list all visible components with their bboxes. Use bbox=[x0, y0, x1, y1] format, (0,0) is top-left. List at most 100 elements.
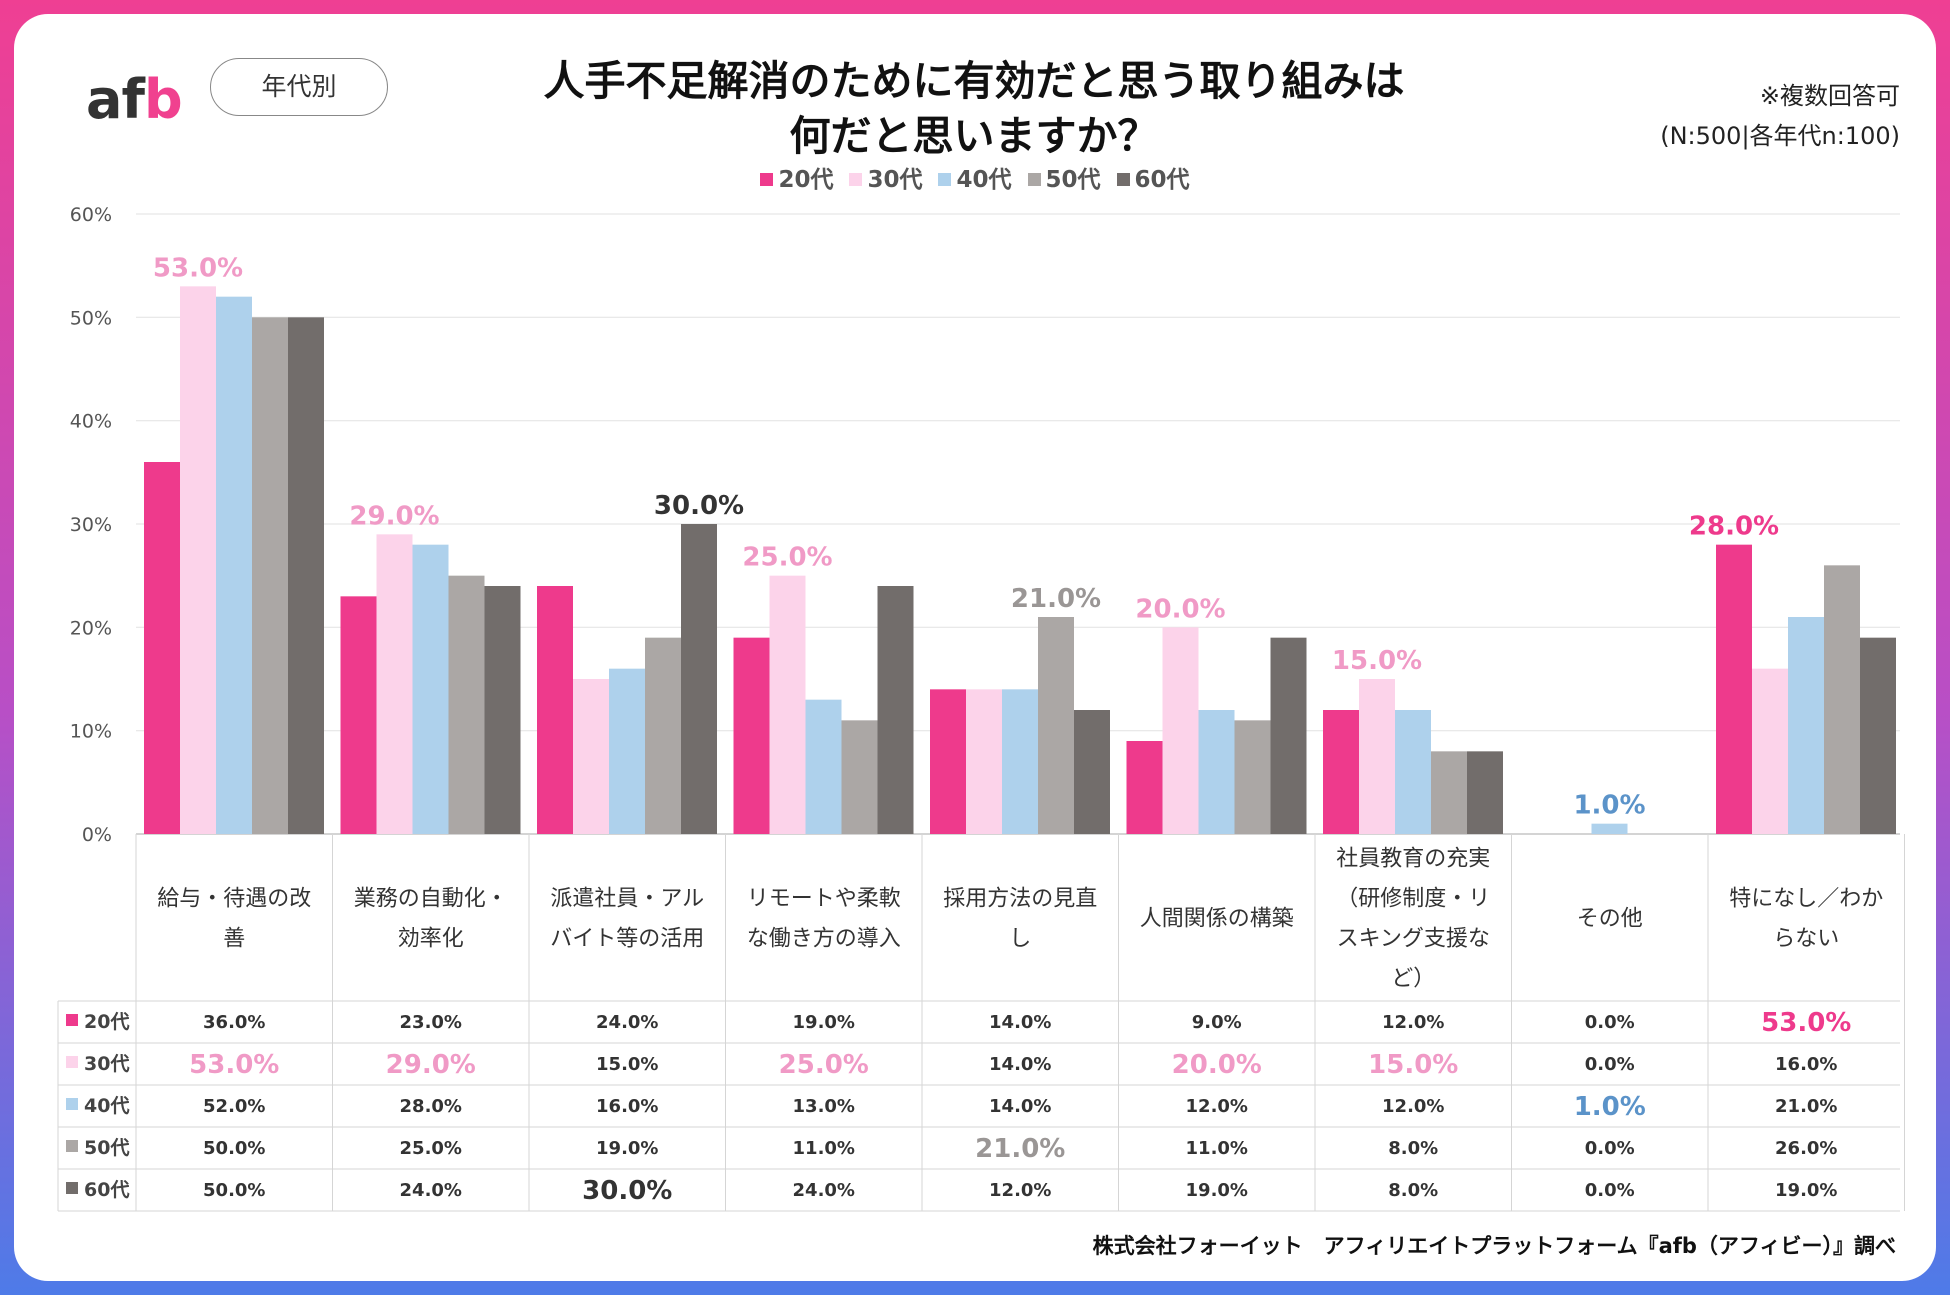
bar bbox=[1074, 710, 1110, 834]
bar bbox=[1591, 823, 1628, 834]
y-tick-label: 40% bbox=[70, 411, 112, 433]
category-label: 業務の自動化・ bbox=[354, 887, 508, 912]
row-swatch bbox=[66, 1056, 78, 1068]
table-cell: 52.0% bbox=[203, 1096, 265, 1117]
row-header: 20代 bbox=[84, 1011, 129, 1033]
row-swatch bbox=[66, 1098, 78, 1110]
legend-swatch bbox=[1116, 173, 1130, 186]
bar bbox=[252, 317, 288, 834]
table-cell: 19.0% bbox=[1186, 1180, 1248, 1201]
table-cell: 16.0% bbox=[596, 1096, 658, 1117]
table-cell: 28.0% bbox=[400, 1096, 462, 1117]
category-label: 採用方法の見直 bbox=[943, 887, 1097, 912]
afb-logo: afb bbox=[86, 68, 183, 131]
table-cell: 15.0% bbox=[1368, 1050, 1458, 1080]
category-label: その他 bbox=[1577, 907, 1643, 932]
bar bbox=[966, 689, 1002, 834]
bar bbox=[144, 462, 180, 834]
note-line-2: (N:500|各年代n:100) bbox=[1660, 122, 1900, 150]
table-cell: 14.0% bbox=[989, 1096, 1051, 1117]
table-cell: 53.0% bbox=[1761, 1008, 1851, 1038]
logo-text-b: b bbox=[143, 68, 183, 131]
table-cell: 26.0% bbox=[1775, 1138, 1837, 1159]
category-label: し bbox=[1009, 927, 1031, 952]
table-cell: 53.0% bbox=[189, 1050, 279, 1080]
table-cell: 21.0% bbox=[1775, 1096, 1837, 1117]
table-cell: 12.0% bbox=[989, 1180, 1051, 1201]
table-cell: 50.0% bbox=[203, 1138, 265, 1159]
legend-item: 30代 bbox=[849, 160, 922, 194]
data-label: 21.0% bbox=[1011, 584, 1101, 614]
row-swatch bbox=[66, 1182, 78, 1194]
y-tick-label: 60% bbox=[70, 204, 112, 226]
logo-text-af: af bbox=[86, 68, 145, 131]
bar bbox=[1752, 668, 1788, 834]
row-swatch bbox=[66, 1140, 78, 1152]
category-label: スキング支援な bbox=[1337, 927, 1490, 952]
table-cell: 29.0% bbox=[386, 1050, 476, 1080]
chart-legend: 20代 30代 40代 50代 60代 bbox=[14, 160, 1936, 194]
table-cell: 25.0% bbox=[779, 1050, 869, 1080]
category-label: 派遣社員・アル bbox=[550, 887, 704, 912]
bar bbox=[340, 596, 377, 834]
table-cell: 0.0% bbox=[1585, 1180, 1635, 1201]
table-cell: 8.0% bbox=[1388, 1138, 1438, 1159]
bar bbox=[769, 575, 806, 834]
bar bbox=[216, 296, 252, 835]
table-cell: 24.0% bbox=[596, 1012, 658, 1033]
chart-card: afb 年代別 人手不足解消のために有効だと思う取り組みは 何だと思いますか？ … bbox=[14, 14, 1936, 1281]
bar bbox=[609, 668, 645, 834]
source-footer: 株式会社フォーイット アフィリエイトプラットフォーム『afb（アフィビー）』調べ bbox=[1092, 1234, 1896, 1258]
table-cell: 14.0% bbox=[989, 1054, 1051, 1075]
table-cell: 50.0% bbox=[203, 1180, 265, 1201]
legend-label: 50代 bbox=[1045, 167, 1101, 193]
legend-item: 50代 bbox=[1027, 160, 1101, 194]
category-label: バイト等の活用 bbox=[550, 927, 704, 952]
bar bbox=[448, 575, 485, 834]
title-line-2: 何だと思いますか？ bbox=[789, 112, 1159, 160]
table-cell: 36.0% bbox=[203, 1012, 265, 1033]
bar bbox=[1395, 710, 1431, 834]
data-label: 29.0% bbox=[349, 501, 439, 531]
bar bbox=[484, 586, 521, 834]
bar bbox=[537, 586, 573, 834]
table-cell: 14.0% bbox=[989, 1012, 1051, 1033]
data-label: 1.0% bbox=[1573, 791, 1645, 821]
data-label: 30.0% bbox=[654, 491, 744, 521]
bar bbox=[288, 317, 324, 834]
table-cell: 13.0% bbox=[793, 1096, 855, 1117]
bar bbox=[681, 524, 717, 834]
chart-title: 人手不足解消のために有効だと思う取り組みは 何だと思いますか？ bbox=[474, 54, 1474, 164]
bar bbox=[805, 699, 842, 834]
bar bbox=[930, 689, 966, 834]
legend-item: 20代 bbox=[760, 160, 833, 194]
table-cell: 23.0% bbox=[400, 1012, 462, 1033]
bar bbox=[645, 637, 681, 834]
table-cell: 21.0% bbox=[975, 1134, 1065, 1164]
bar bbox=[412, 544, 449, 834]
bar bbox=[1234, 720, 1271, 834]
table-cell: 0.0% bbox=[1585, 1012, 1635, 1033]
y-tick-label: 30% bbox=[70, 514, 112, 536]
table-cell: 24.0% bbox=[400, 1180, 462, 1201]
note-line-1: ※複数回答可 bbox=[1759, 82, 1900, 110]
category-label: らない bbox=[1773, 927, 1839, 952]
table-cell: 20.0% bbox=[1172, 1050, 1262, 1080]
table-cell: 11.0% bbox=[793, 1138, 855, 1159]
category-label: リモートや柔軟 bbox=[747, 887, 901, 912]
table-cell: 0.0% bbox=[1585, 1054, 1635, 1075]
row-swatch bbox=[66, 1014, 78, 1026]
legend-swatch bbox=[760, 173, 774, 186]
category-label: 社員教育の充実 bbox=[1336, 847, 1490, 872]
table-cell: 12.0% bbox=[1382, 1096, 1444, 1117]
table-cell: 19.0% bbox=[596, 1138, 658, 1159]
table-cell: 15.0% bbox=[596, 1054, 658, 1075]
table-cell: 19.0% bbox=[793, 1012, 855, 1033]
bar bbox=[733, 637, 770, 834]
category-label: な働き方の導入 bbox=[747, 927, 901, 952]
category-label: 善 bbox=[223, 927, 245, 952]
y-tick-label: 10% bbox=[70, 721, 112, 743]
title-line-1: 人手不足解消のために有効だと思う取り組みは bbox=[543, 57, 1405, 105]
y-tick-label: 0% bbox=[82, 824, 112, 846]
